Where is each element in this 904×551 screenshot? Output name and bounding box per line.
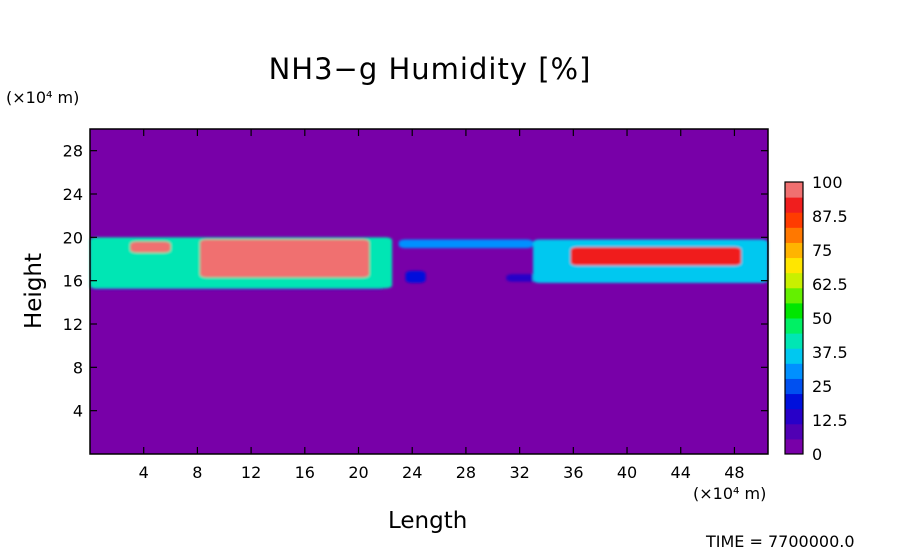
y-axis-unit: (×10⁴ m) (6, 88, 80, 107)
y-tick-label: 4 (73, 402, 83, 421)
colorbar-segment (785, 242, 803, 259)
colorbar-segment (785, 378, 803, 395)
colorbar-segment (785, 272, 803, 289)
colorbar-label: 100 (812, 173, 843, 192)
y-tick-label: 12 (63, 315, 83, 334)
y-tick-label: 28 (63, 142, 83, 161)
colorbar-segment (785, 197, 803, 213)
x-tick-label: 20 (348, 463, 368, 482)
plot-background (90, 129, 768, 454)
colorbar-segment (785, 348, 803, 364)
colorbar-segment (785, 257, 803, 274)
region-cloud-core-west (200, 239, 370, 278)
x-tick-label: 4 (139, 463, 149, 482)
colorbar-label: 87.5 (812, 207, 848, 226)
colorbar-segment (785, 408, 803, 425)
region-cloud-wisp-center (398, 239, 534, 249)
x-tick-label: 12 (241, 463, 261, 482)
x-tick-label: 8 (192, 463, 202, 482)
colorbar-segment (785, 438, 803, 455)
colorbar-label: 37.5 (812, 343, 848, 362)
colorbar-label: 75 (812, 241, 832, 260)
x-tick-label: 40 (617, 463, 637, 482)
y-tick-label: 20 (63, 228, 83, 247)
x-tick-label: 44 (671, 463, 691, 482)
colorbar-segment (785, 287, 803, 304)
colorbar-label: 62.5 (812, 275, 848, 294)
y-tick-label: 24 (63, 185, 83, 204)
colorbar-frame (784, 181, 804, 455)
colorbar-segment (785, 423, 803, 440)
x-tick-label: 36 (563, 463, 583, 482)
colorbar-segment (785, 393, 803, 410)
colorbar-segment (785, 182, 803, 198)
colorbar-segment (785, 212, 803, 228)
colorbar-segment (785, 333, 803, 349)
colorbar-segment (785, 227, 803, 243)
x-axis-label: Length (388, 508, 468, 534)
colorbar-label: 50 (812, 309, 832, 328)
x-axis-unit: (×10⁴ m) (693, 484, 767, 503)
colorbar-label: 0 (812, 445, 822, 464)
region-cloud-core-east (570, 247, 742, 266)
y-tick-label: 16 (63, 272, 83, 291)
chart-title: NH3−g Humidity [%] (268, 52, 592, 86)
x-tick-label: 48 (724, 463, 744, 482)
x-tick-label: 16 (295, 463, 315, 482)
colorbar-segment (785, 318, 803, 334)
colorbar-label: 12.5 (812, 411, 848, 430)
colorbar-label: 25 (812, 377, 832, 396)
x-tick-label: 32 (509, 463, 529, 482)
region-cloud-core-west-small (130, 241, 171, 253)
y-tick-label: 8 (73, 358, 83, 377)
colorbar-segment (785, 302, 803, 319)
x-tick-label: 24 (402, 463, 422, 482)
x-tick-label: 28 (456, 463, 476, 482)
region-cloud-blob-center (405, 270, 426, 283)
plot-frame (89, 128, 769, 455)
colorbar-segment (785, 363, 803, 379)
